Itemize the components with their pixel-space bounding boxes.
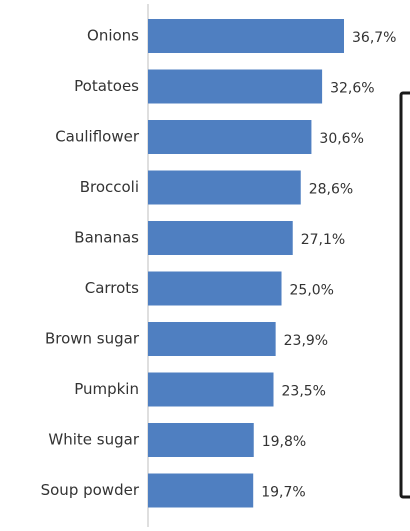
bar — [148, 19, 344, 53]
value-label: 23,9% — [284, 333, 328, 349]
bar — [148, 423, 254, 457]
value-label: 19,7% — [261, 485, 305, 501]
category-label: Pumpkin — [74, 380, 139, 398]
bar — [148, 372, 274, 407]
value-label: 36,7% — [352, 30, 396, 46]
category-label: Soup powder — [41, 481, 140, 499]
category-label: White sugar — [48, 431, 139, 449]
value-label: 23,5% — [282, 384, 326, 400]
value-label: 25,0% — [290, 283, 334, 299]
category-label: Onions — [87, 27, 139, 45]
annotation-box — [399, 91, 410, 499]
value-label: 27,1% — [301, 232, 345, 248]
category-label: Broccoli — [80, 178, 139, 196]
bar — [148, 69, 323, 104]
bar — [148, 170, 301, 205]
value-label: 28,6% — [309, 182, 353, 198]
bar — [148, 271, 282, 306]
category-label: Brown sugar — [45, 330, 140, 348]
bars-group — [148, 19, 344, 508]
bar — [148, 473, 254, 508]
category-labels-group: Onions Potatoes Cauliflower Broccoli Bananas… — [41, 27, 140, 500]
bar — [148, 322, 276, 356]
category-label: Bananas — [74, 229, 139, 247]
value-label: 30,6% — [319, 131, 363, 147]
bar — [148, 221, 293, 255]
category-label: Carrots — [85, 279, 139, 297]
value-labels-group: 36,7% 32,6% 30,6% 28,6% 27,1% 25,0% 23,9% 23,5%… — [261, 30, 396, 501]
value-label: 32,6% — [330, 81, 374, 97]
value-label: 19,8% — [262, 434, 306, 450]
bar — [148, 120, 312, 154]
category-label: Potatoes — [74, 77, 139, 95]
category-label: Cauliflower — [55, 128, 140, 146]
